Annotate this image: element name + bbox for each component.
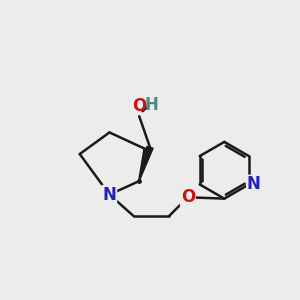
Text: N: N (247, 176, 261, 194)
Text: N: N (103, 186, 116, 204)
Polygon shape (139, 146, 153, 181)
Text: H: H (144, 96, 158, 114)
Text: O: O (132, 97, 146, 115)
Text: O: O (181, 188, 195, 206)
